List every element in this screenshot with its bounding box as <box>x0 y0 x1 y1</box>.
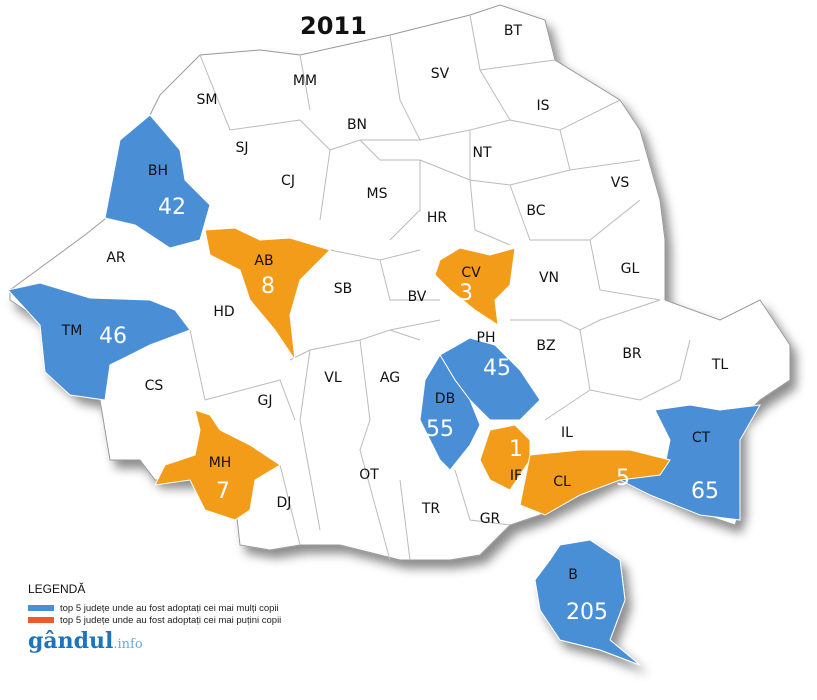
gandul-logo: gândul.info <box>28 628 143 654</box>
county-label-nt: NT <box>472 145 491 161</box>
county-label-cv: CV <box>461 265 481 281</box>
county-tm-shape <box>7 282 191 401</box>
county-label-mh: MH <box>209 455 232 471</box>
county-value-ct: 65 <box>691 479 719 504</box>
county-mh-shape <box>154 409 281 521</box>
county-value-cl: 5 <box>616 466 630 491</box>
county-label-sm: SM <box>197 92 218 108</box>
map-title: 2011 <box>300 12 367 40</box>
county-value-ab: 8 <box>261 274 275 299</box>
county-label-br: BR <box>622 346 642 362</box>
legend-label: top 5 județe unde au fost adoptați cei m… <box>60 614 282 626</box>
legend: LEGENDĂ top 5 județe unde au fost adopta… <box>28 582 281 654</box>
county-label-vl: VL <box>324 370 342 386</box>
county-value-mh: 7 <box>216 479 230 504</box>
county-label-if: IF <box>510 468 522 484</box>
county-if-shape <box>479 424 531 491</box>
county-label-tm: TM <box>61 323 83 339</box>
county-label-bn: BN <box>347 117 367 133</box>
county-value-ph: 45 <box>483 356 511 381</box>
legend-item-top: top 5 județe unde au fost adoptați cei m… <box>28 602 281 614</box>
county-label-ct: CT <box>692 430 711 446</box>
county-label-il: IL <box>561 425 573 441</box>
county-label-bv: BV <box>408 289 427 305</box>
county-label-bz: BZ <box>536 338 555 354</box>
legend-label: top 5 județe unde au fost adoptați cei m… <box>60 602 279 614</box>
county-label-tl: TL <box>711 357 729 373</box>
legend-item-bottom: top 5 județe unde au fost adoptați cei m… <box>28 614 281 626</box>
county-cv-shape <box>434 247 516 327</box>
county-label-ph: PH <box>477 330 496 346</box>
county-label-ot: OT <box>359 467 379 483</box>
county-label-mm: MM <box>293 73 317 89</box>
county-value-db: 55 <box>426 417 454 442</box>
county-label-tr: TR <box>421 501 441 517</box>
county-cl-shape <box>519 449 671 516</box>
county-label-gr: GR <box>480 511 501 527</box>
county-label-b: B <box>568 567 578 583</box>
legend-title: LEGENDĂ <box>28 582 86 596</box>
county-label-ag: AG <box>380 370 400 386</box>
county-db-shape <box>419 354 481 471</box>
legend-swatch-blue <box>28 605 54 611</box>
county-value-if: 1 <box>509 437 523 462</box>
county-b-outline <box>534 539 641 666</box>
county-label-ar: AR <box>106 250 126 266</box>
county-label-ms: MS <box>367 186 388 202</box>
county-borders <box>189 14 691 561</box>
county-label-cs: CS <box>145 378 164 394</box>
county-ab-shape <box>204 227 331 361</box>
county-value-b: 205 <box>566 600 608 625</box>
county-label-gj: GJ <box>258 393 273 409</box>
county-label-cj: CJ <box>281 173 295 189</box>
county-label-is: IS <box>536 98 549 114</box>
county-label-sv: SV <box>431 66 450 82</box>
county-label-sj: SJ <box>235 140 248 156</box>
county-label-dj: DJ <box>277 495 292 511</box>
county-value-bh: 42 <box>158 195 186 220</box>
county-label-vs: VS <box>611 175 630 191</box>
county-label-gl: GL <box>621 261 640 277</box>
county-label-hd: HD <box>213 304 234 320</box>
county-label-db: DB <box>435 391 455 407</box>
county-label-sb: SB <box>334 281 353 297</box>
county-label-bt: BT <box>504 23 523 39</box>
county-label-hr: HR <box>427 210 448 226</box>
legend-swatch-orange <box>28 617 54 623</box>
county-bh-shape <box>104 114 211 249</box>
county-value-tm: 46 <box>99 324 127 349</box>
county-label-bc: BC <box>526 203 545 219</box>
county-label-cl: CL <box>553 474 571 490</box>
county-label-vn: VN <box>539 270 559 286</box>
county-value-cv: 3 <box>459 281 473 306</box>
county-label-ab: AB <box>254 253 273 269</box>
county-label-bh: BH <box>148 163 168 179</box>
